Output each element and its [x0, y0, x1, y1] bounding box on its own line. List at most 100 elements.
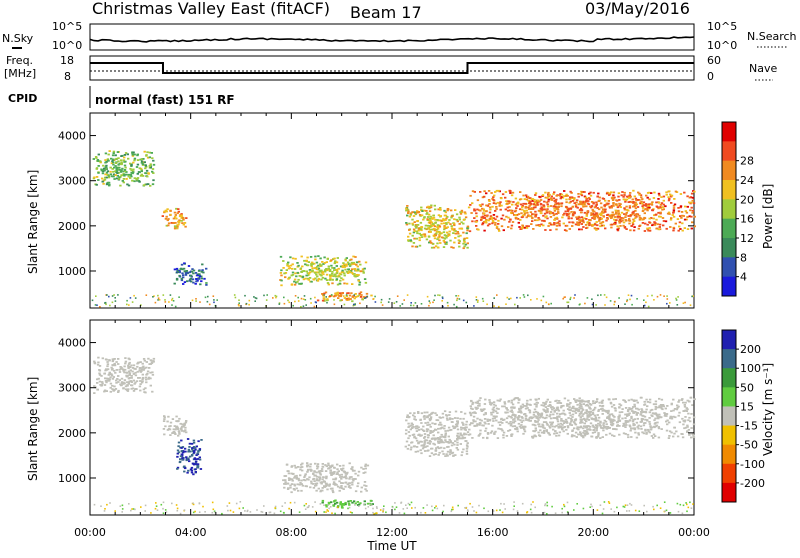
range-cell [657, 201, 661, 204]
velocity-ylabel: Slant Range [km] [26, 377, 40, 481]
range-cell [108, 373, 112, 376]
colorbar-tick-label: -50 [740, 439, 758, 452]
range-cell [487, 219, 490, 222]
ground-scatter-cell [343, 303, 346, 306]
range-cell [121, 368, 125, 371]
range-cell [528, 403, 531, 406]
range-cell [114, 170, 117, 172]
range-cell [552, 413, 555, 416]
range-cell [148, 367, 151, 369]
ground-scatter-cell [375, 506, 378, 508]
range-cell [476, 400, 479, 403]
range-cell [516, 214, 519, 216]
ground-scatter-cell [447, 304, 449, 307]
range-cell [562, 430, 565, 433]
range-cell [491, 222, 494, 225]
range-cell [143, 367, 146, 370]
ground-scatter-cell [551, 505, 553, 508]
range-cell [189, 274, 193, 277]
range-cell [566, 210, 570, 213]
range-cell [517, 221, 520, 224]
range-cell [631, 221, 635, 224]
range-cell [640, 200, 643, 203]
range-cell [527, 206, 530, 209]
range-cell [120, 169, 123, 172]
range-cell [597, 422, 600, 425]
range-cell [570, 196, 574, 199]
range-cell [478, 434, 481, 436]
ground-scatter-cell [602, 508, 605, 510]
range-cell [290, 283, 294, 286]
range-cell [562, 409, 565, 412]
range-cell [688, 201, 691, 204]
range-cell [483, 403, 487, 405]
range-cell [341, 266, 344, 268]
range-cell [586, 202, 590, 205]
range-cell [598, 424, 602, 426]
range-cell [521, 425, 524, 428]
range-cell [554, 417, 557, 419]
range-cell [161, 215, 164, 217]
range-cell [423, 442, 426, 444]
ground-scatter-cell [315, 301, 317, 304]
range-cell [553, 425, 557, 428]
range-cell [519, 427, 523, 429]
range-cell [573, 421, 576, 423]
range-cell [591, 225, 594, 227]
range-cell [471, 190, 475, 193]
ground-scatter-cell [623, 506, 626, 508]
range-cell [124, 388, 128, 391]
ground-scatter-cell [456, 299, 458, 302]
ground-scatter-cell [314, 296, 316, 299]
range-cell [460, 428, 463, 431]
range-cell [693, 398, 696, 401]
range-cell [635, 436, 639, 439]
ground-scatter-cell [410, 302, 412, 304]
range-cell [322, 263, 325, 265]
range-cell [438, 207, 442, 210]
ground-scatter-cell [503, 503, 505, 505]
range-cell [596, 227, 599, 230]
ground-scatter-cell [283, 512, 285, 514]
range-cell [535, 213, 538, 216]
range-cell [646, 401, 650, 403]
range-cell [581, 407, 584, 410]
range-cell [483, 421, 486, 424]
range-cell [342, 476, 346, 479]
range-cell [639, 425, 643, 428]
range-cell [689, 209, 692, 212]
range-cell [356, 295, 359, 298]
range-cell [489, 403, 493, 406]
ground-scatter-cell [95, 295, 97, 297]
range-cell [286, 470, 289, 472]
range-cell [181, 222, 184, 224]
range-cell [577, 203, 581, 206]
range-cell [167, 428, 171, 430]
range-cell [430, 224, 433, 226]
range-cell [582, 221, 585, 224]
ground-scatter-cell [308, 505, 310, 507]
ground-scatter-cell [126, 303, 128, 306]
range-cell [413, 211, 416, 214]
range-cell [688, 400, 691, 403]
range-cell [131, 153, 134, 156]
range-cell [581, 191, 584, 193]
range-cell [532, 206, 536, 209]
range-cell [406, 214, 409, 217]
range-cell [618, 433, 621, 436]
range-cell [681, 214, 684, 217]
range-cell [579, 432, 583, 435]
range-cell [505, 421, 508, 424]
range-cell [413, 230, 416, 232]
range-cell [612, 428, 616, 430]
range-cell [443, 241, 446, 244]
range-cell [599, 437, 602, 439]
range-cell [323, 298, 326, 300]
range-cell [690, 201, 693, 204]
range-cell [450, 421, 454, 423]
ground-scatter-cell [508, 298, 510, 300]
range-cell [311, 267, 314, 270]
ground-scatter-cell [638, 510, 641, 512]
range-cell [345, 295, 348, 297]
range-cell [596, 398, 599, 400]
